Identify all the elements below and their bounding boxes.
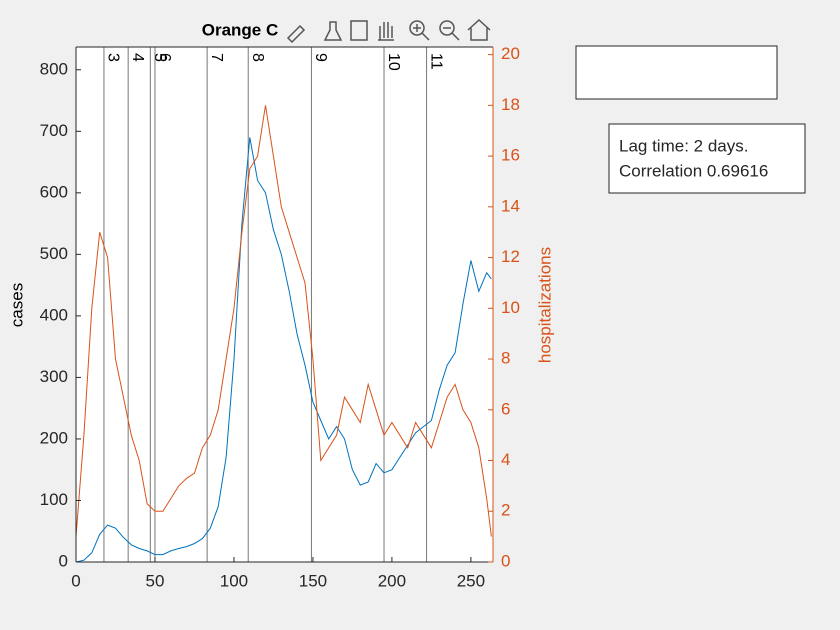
annotation-text: Correlation 0.69616 [619, 161, 768, 180]
y2-tick-label: 2 [501, 501, 510, 520]
event-label: 5 [151, 53, 168, 62]
y-tick-label: 700 [40, 121, 68, 140]
y2-tick-label: 18 [501, 95, 520, 114]
y-tick-label: 800 [40, 59, 68, 78]
y-tick-label: 500 [40, 244, 68, 263]
y2-tick-label: 8 [501, 349, 510, 368]
y-tick-label: 100 [40, 490, 68, 509]
legend [575, 45, 778, 100]
series-line [75, 105, 492, 537]
event-label: 9 [312, 53, 329, 62]
toolbar [284, 16, 494, 46]
annotation-box [608, 123, 806, 194]
y2-tick-label: 14 [501, 196, 520, 215]
x-tick-label: 50 [146, 571, 165, 590]
y-tick-label: 600 [40, 182, 68, 201]
event-label: 7 [208, 53, 225, 62]
event-label: 4 [129, 53, 146, 62]
y2-tick-label: 20 [501, 44, 520, 63]
plot-area [76, 47, 493, 562]
y2-tick-label: 0 [501, 551, 510, 570]
toolbar-bg [284, 16, 494, 46]
pan-icon[interactable] [378, 22, 394, 41]
event-label: 10 [385, 53, 402, 71]
datatip-icon[interactable] [350, 20, 368, 41]
x-tick-label: 100 [220, 571, 248, 590]
y2-tick-label: 12 [501, 247, 520, 266]
zoom-in-icon[interactable] [409, 20, 425, 36]
y-tick-label: 200 [40, 428, 68, 447]
series-line [75, 137, 492, 563]
zoom-out-icon[interactable] [439, 20, 455, 36]
y2-axis-label: hospitalizations [535, 247, 554, 363]
event-label: 11 [427, 53, 444, 70]
chart-title: Orange C [202, 20, 279, 39]
event-label: 6 [156, 53, 173, 62]
y-tick-label: 300 [40, 367, 68, 386]
x-tick-label: 0 [71, 571, 80, 590]
y-axis-label: cases [7, 283, 26, 327]
x-tick-label: 150 [299, 571, 327, 590]
y2-tick-label: 6 [501, 399, 510, 418]
annotation-text: Lag time: 2 days. [619, 136, 748, 155]
brush-icon[interactable] [323, 21, 343, 41]
edit-icon[interactable] [286, 24, 306, 44]
y2-tick-label: 10 [501, 298, 520, 317]
x-tick-label: 250 [457, 571, 485, 590]
home-icon[interactable] [467, 18, 491, 41]
y-tick-label: 0 [59, 551, 68, 570]
y2-tick-label: 4 [501, 450, 510, 469]
event-label: 8 [249, 53, 266, 62]
x-tick-label: 200 [378, 571, 406, 590]
y-tick-label: 400 [40, 305, 68, 324]
y2-tick-label: 16 [501, 146, 520, 165]
event-label: 3 [105, 53, 122, 62]
